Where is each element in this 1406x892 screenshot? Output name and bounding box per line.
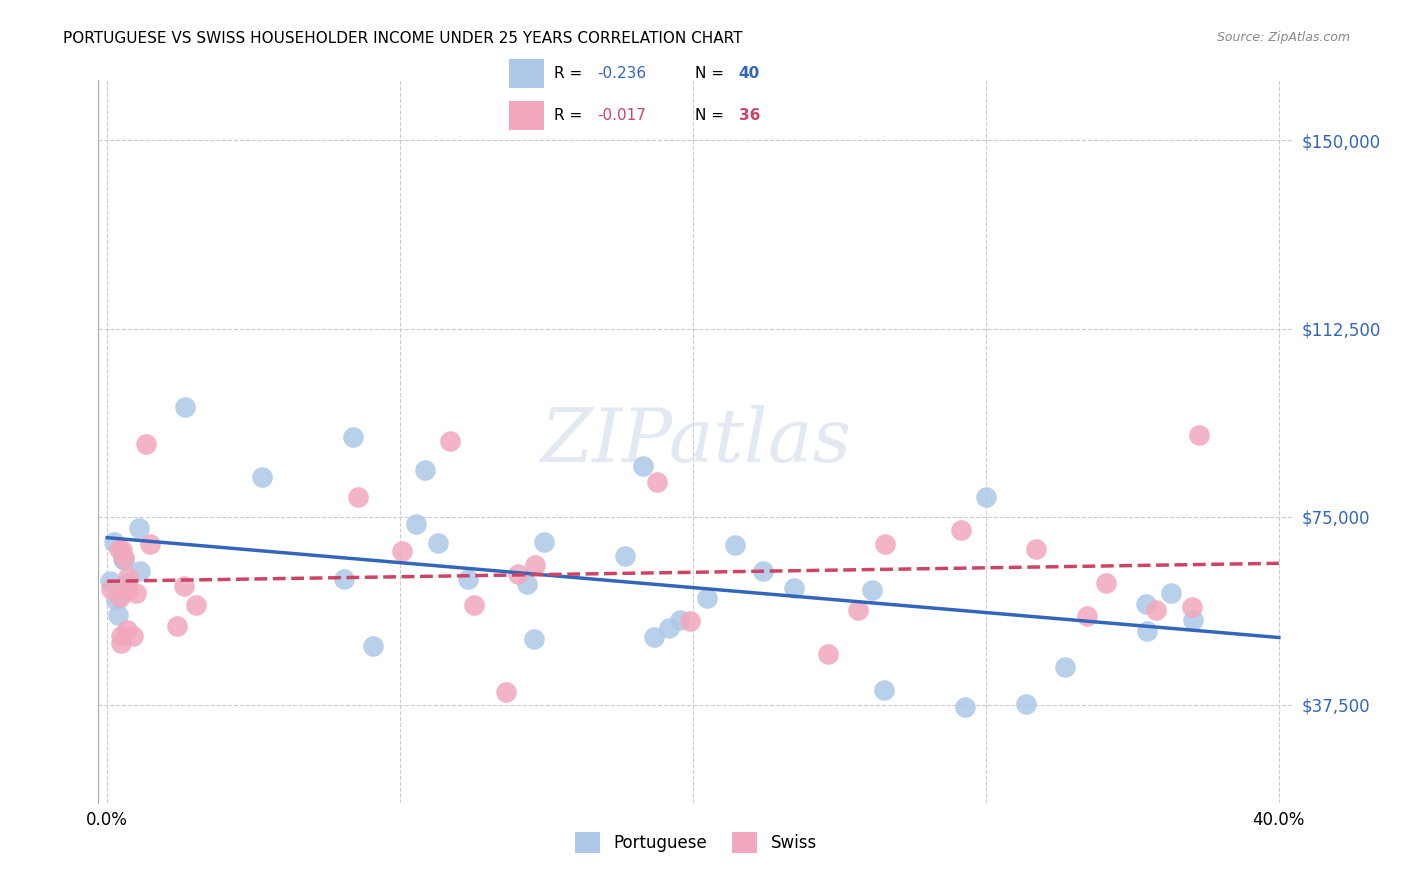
Point: [108, 590, 131, 604]
Point: [1160, 586, 1182, 600]
Text: R =: R =: [554, 108, 588, 123]
Point: [1015, 697, 1038, 711]
Legend: Portuguese, Swiss: Portuguese, Swiss: [568, 826, 824, 860]
Point: [679, 614, 702, 628]
Point: [111, 551, 134, 566]
Point: [1094, 576, 1116, 591]
Point: [1180, 599, 1202, 614]
Point: [107, 607, 129, 622]
Point: [439, 434, 461, 449]
Point: [1025, 542, 1047, 557]
Point: [124, 586, 146, 600]
Point: [98, 574, 121, 589]
Point: [121, 629, 143, 643]
Point: [250, 469, 273, 483]
Point: [1135, 624, 1157, 638]
Text: R =: R =: [554, 66, 588, 81]
Point: [413, 463, 436, 477]
Point: [347, 490, 370, 504]
Text: ZIPatlas: ZIPatlas: [540, 405, 852, 478]
Point: [1135, 597, 1157, 611]
Point: [186, 598, 208, 612]
Point: [117, 583, 139, 598]
Point: [107, 542, 129, 557]
Point: [1144, 603, 1167, 617]
Point: [463, 598, 485, 612]
Point: [783, 581, 806, 595]
Text: 40: 40: [738, 66, 759, 81]
Point: [516, 576, 538, 591]
Point: [457, 572, 479, 586]
Point: [974, 490, 997, 504]
Point: [817, 647, 839, 661]
Point: [1181, 613, 1204, 627]
Point: [862, 582, 884, 597]
Point: [696, 591, 718, 605]
Point: [112, 553, 135, 567]
Point: [846, 603, 869, 617]
Point: [953, 700, 976, 714]
Text: -0.236: -0.236: [598, 66, 647, 81]
Point: [495, 685, 517, 699]
Point: [658, 621, 681, 635]
Point: [631, 458, 654, 473]
Point: [361, 639, 384, 653]
Point: [668, 613, 690, 627]
Point: [103, 535, 125, 549]
Point: [1076, 609, 1098, 624]
Point: [643, 630, 665, 644]
Point: [391, 544, 413, 558]
Point: [533, 535, 555, 549]
Point: [949, 523, 972, 537]
Point: [111, 543, 134, 558]
Point: [100, 582, 122, 596]
Point: [1188, 427, 1211, 442]
Point: [110, 635, 132, 649]
Point: [751, 564, 773, 578]
Point: [1053, 660, 1076, 674]
Point: [139, 537, 162, 551]
Point: [173, 579, 195, 593]
Point: [117, 570, 139, 584]
Point: [427, 536, 450, 550]
Bar: [509, 101, 544, 130]
Point: [128, 521, 150, 535]
Point: [174, 400, 197, 414]
Point: [135, 436, 157, 450]
Point: [105, 592, 128, 607]
Point: [405, 516, 427, 531]
Text: N =: N =: [696, 66, 730, 81]
Point: [115, 576, 138, 591]
Text: 36: 36: [738, 108, 759, 123]
Point: [110, 629, 132, 643]
Text: Source: ZipAtlas.com: Source: ZipAtlas.com: [1216, 31, 1350, 45]
Point: [873, 683, 896, 698]
Text: N =: N =: [696, 108, 730, 123]
Point: [524, 558, 547, 573]
Point: [508, 566, 530, 581]
Text: -0.017: -0.017: [598, 108, 647, 123]
Point: [523, 632, 546, 647]
Point: [166, 618, 188, 632]
Text: PORTUGUESE VS SWISS HOUSEHOLDER INCOME UNDER 25 YEARS CORRELATION CHART: PORTUGUESE VS SWISS HOUSEHOLDER INCOME U…: [63, 31, 742, 46]
Point: [342, 430, 364, 444]
Point: [724, 538, 747, 552]
Point: [112, 550, 135, 565]
Point: [873, 537, 896, 551]
Point: [117, 623, 139, 637]
Point: [128, 564, 150, 578]
Point: [614, 549, 637, 563]
Point: [645, 475, 668, 489]
Bar: [509, 59, 544, 88]
Point: [332, 572, 354, 586]
